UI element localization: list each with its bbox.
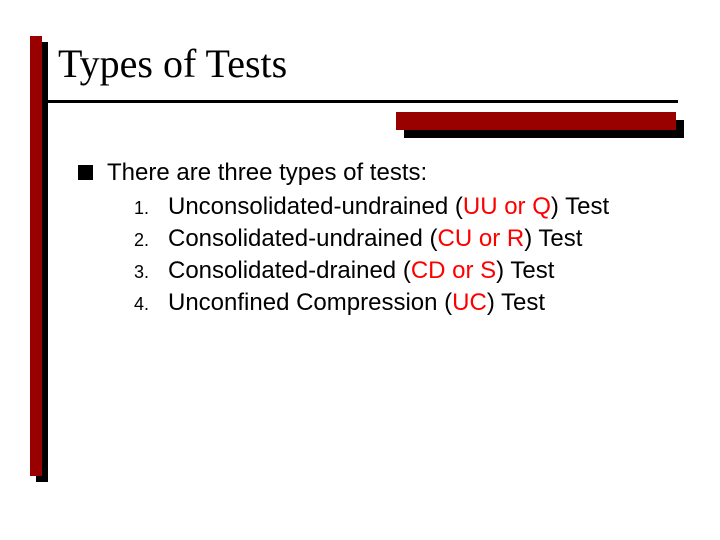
square-bullet-icon [78,165,93,180]
list-item: 3. Consolidated-drained (CD or S) Test [134,256,678,286]
list-post: ) Test [496,257,554,284]
bullet-text: There are three types of tests: [107,158,427,188]
list-pre: Unconsolidated-undrained ( [168,193,463,220]
list-text: Unconsolidated-undrained (UU or Q) Test [168,192,609,222]
list-highlight: CU or R [438,225,525,252]
list-post: ) Test [524,225,582,252]
slide-title: Types of Tests [58,40,678,87]
list-text: Consolidated-undrained (CU or R) Test [168,224,582,254]
list-pre: Unconfined Compression ( [168,289,452,316]
list-number: 4. [134,294,168,315]
list-highlight: UU or Q [463,193,551,220]
list-text: Unconfined Compression (UC) Test [168,288,545,318]
list-pre: Consolidated-drained ( [168,257,411,284]
list-number: 1. [134,198,168,219]
horizontal-bar [396,112,676,130]
list-item: 1. Unconsolidated-undrained (UU or Q) Te… [134,192,678,222]
numbered-list: 1. Unconsolidated-undrained (UU or Q) Te… [134,192,678,318]
list-post: ) Test [551,193,609,220]
list-number: 2. [134,230,168,251]
list-post: ) Test [487,289,545,316]
list-pre: Consolidated-undrained ( [168,225,438,252]
list-highlight: CD or S [411,257,496,284]
slide: Types of Tests There are three types of … [0,0,720,540]
title-area: Types of Tests [58,40,678,87]
list-highlight: UC [452,289,487,316]
vertical-bar [30,36,42,476]
list-item: 4. Unconfined Compression (UC) Test [134,288,678,318]
list-number: 3. [134,262,168,283]
bullet-row: There are three types of tests: [78,158,678,188]
content-area: There are three types of tests: 1. Uncon… [78,158,678,320]
list-item: 2. Consolidated-undrained (CU or R) Test [134,224,678,254]
list-text: Consolidated-drained (CD or S) Test [168,256,554,286]
title-underline [42,100,678,103]
